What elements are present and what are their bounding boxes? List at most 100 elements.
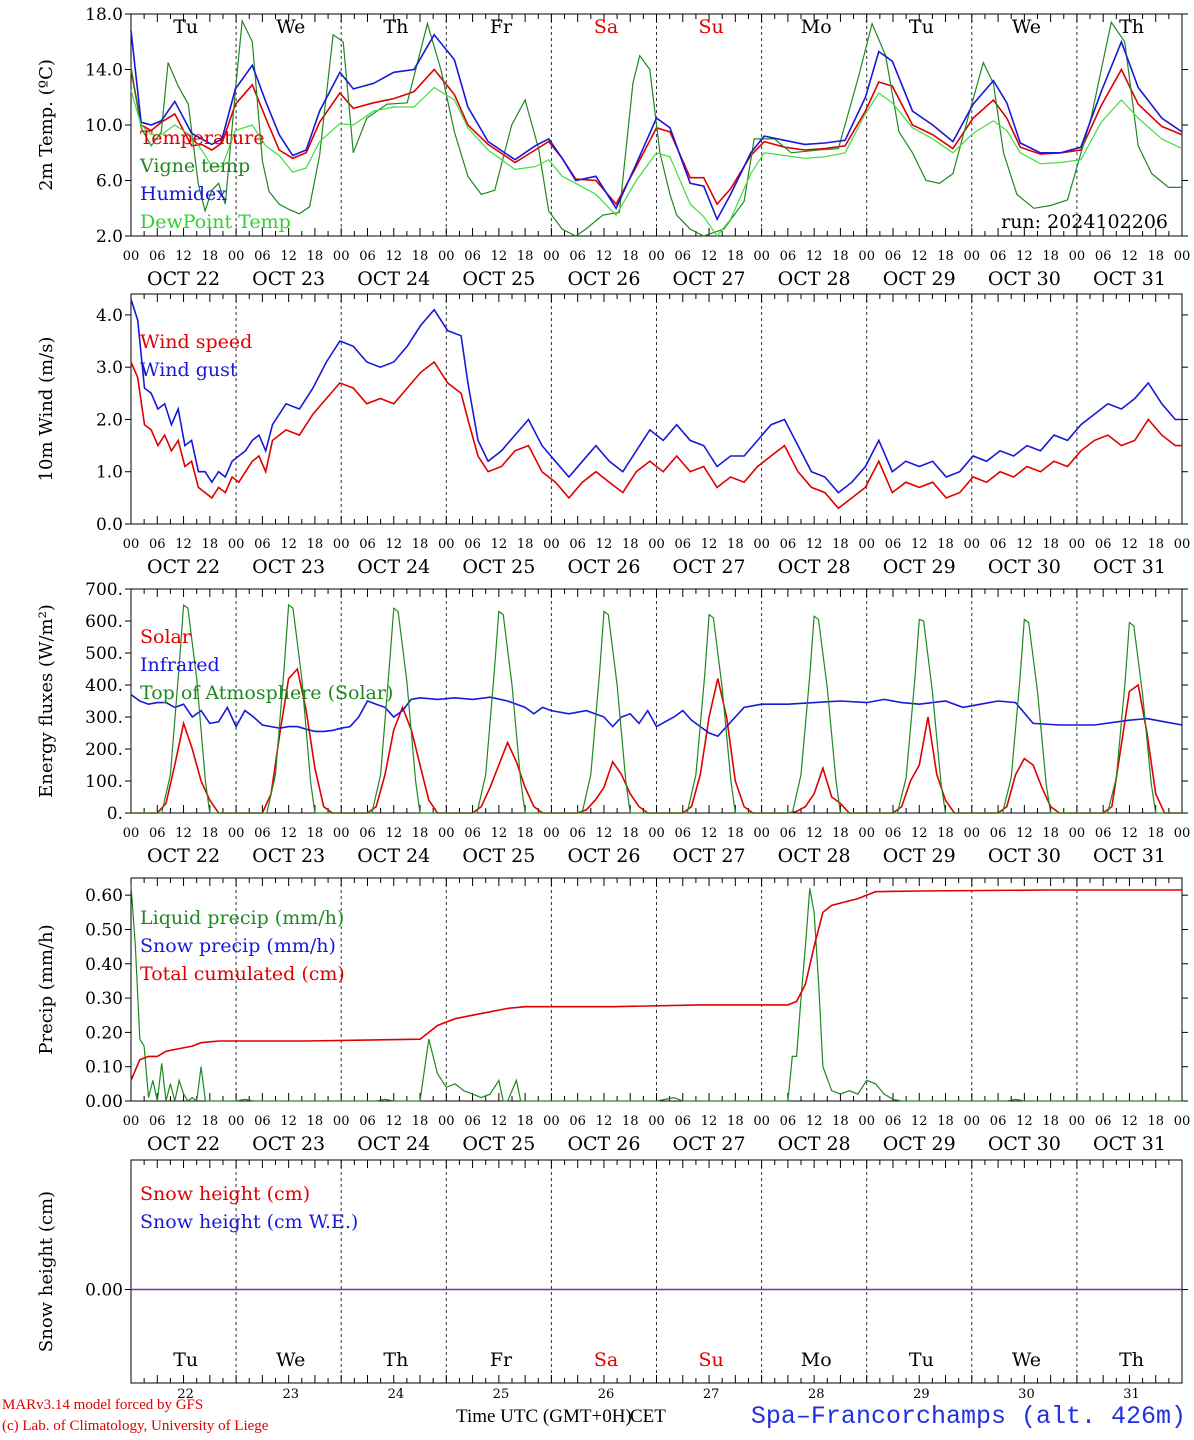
hour-label: 00: [858, 537, 875, 552]
model-credit: MARv3.14 model forced by GFS: [2, 1397, 204, 1413]
y-axis-title: 10m Wind (m/s): [36, 337, 57, 482]
hour-label: 12: [175, 826, 192, 841]
hour-label: 18: [1147, 826, 1164, 841]
hour-label: 06: [149, 1114, 166, 1129]
date-label: OCT 24: [357, 556, 430, 578]
hour-label: 00: [648, 249, 665, 264]
hour-label: 00: [333, 537, 350, 552]
hour-label: 00: [543, 826, 560, 841]
hour-label: 00: [228, 537, 245, 552]
hour-label: 00: [1069, 826, 1086, 841]
hour-label: 06: [780, 826, 797, 841]
y-tick-label: 10.0: [85, 116, 123, 136]
day-name: Th: [1119, 1349, 1144, 1371]
y-axis-title: Precip (mm/h): [36, 924, 57, 1054]
y-tick-label: 300.: [85, 708, 123, 728]
date-label: OCT 22: [147, 1133, 220, 1155]
hour-label: 06: [1095, 249, 1112, 264]
hour-label: 18: [727, 537, 744, 552]
hour-label: 00: [858, 249, 875, 264]
hour-label: 06: [359, 537, 376, 552]
y-tick-label: 0.: [107, 804, 123, 824]
run-label: run: 2024102206: [1001, 211, 1168, 233]
y-tick-label: 200.: [85, 740, 123, 760]
hour-label: 12: [491, 249, 508, 264]
hour-label: 12: [596, 249, 613, 264]
date-label: OCT 30: [988, 556, 1061, 578]
hour-label: 00: [333, 249, 350, 264]
day-name: Fr: [490, 16, 513, 38]
hour-label: 12: [911, 1114, 928, 1129]
hour-label: 18: [1147, 249, 1164, 264]
series-line: [130, 86, 1183, 238]
hour-label: 06: [464, 1114, 481, 1129]
hour-label: 00: [1174, 1114, 1191, 1129]
day-number: 24: [388, 1387, 405, 1402]
hour-label: 00: [543, 249, 560, 264]
hour-label: 18: [517, 826, 534, 841]
hour-label: 12: [806, 249, 823, 264]
hour-label: 18: [832, 249, 849, 264]
y-tick-label: 0.40: [85, 955, 123, 975]
y-tick-label: 0.0: [96, 515, 123, 535]
series-line: [130, 30, 1183, 222]
hour-label: 12: [1016, 537, 1033, 552]
hour-label: 12: [385, 1114, 402, 1129]
day-name: Su: [699, 1349, 724, 1371]
date-label: OCT 25: [462, 845, 535, 867]
day-name: Mo: [801, 16, 832, 38]
legend-entry: Temperature: [140, 127, 264, 149]
hour-label: 00: [964, 1114, 981, 1129]
hour-label: 12: [385, 249, 402, 264]
y-tick-label: 0.50: [85, 920, 123, 940]
hour-label: 18: [727, 826, 744, 841]
hour-label: 00: [1174, 537, 1191, 552]
date-label: OCT 28: [778, 268, 851, 290]
date-label: OCT 31: [1093, 268, 1166, 290]
hour-label: 06: [569, 826, 586, 841]
hour-label: 06: [990, 537, 1007, 552]
y-tick-label: 400.: [85, 676, 123, 696]
day-name: Sa: [594, 16, 618, 38]
hour-label: 06: [149, 826, 166, 841]
hour-label: 18: [937, 1114, 954, 1129]
hour-label: 12: [1121, 1114, 1138, 1129]
y-tick-label: 0.00: [85, 1281, 123, 1301]
hour-label: 00: [333, 1114, 350, 1129]
date-label: OCT 24: [357, 845, 430, 867]
hour-label: 18: [1042, 1114, 1059, 1129]
hour-label: 06: [464, 537, 481, 552]
day-number: 26: [598, 1387, 615, 1402]
legend-entry: Snow height (cm W.E.): [140, 1211, 358, 1233]
hour-label: 18: [622, 1114, 639, 1129]
date-label: OCT 22: [147, 556, 220, 578]
date-label: OCT 26: [567, 845, 640, 867]
hour-label: 06: [1095, 1114, 1112, 1129]
hour-label: 00: [543, 537, 560, 552]
hour-label: 06: [885, 537, 902, 552]
hour-label: 06: [254, 826, 271, 841]
legend-entry: Wind gust: [140, 359, 238, 381]
hour-label: 00: [1069, 249, 1086, 264]
legend-entry: Humidex: [140, 183, 227, 205]
day-name: Su: [699, 16, 724, 38]
hour-label: 06: [990, 249, 1007, 264]
hour-label: 12: [491, 826, 508, 841]
hour-label: 06: [885, 1114, 902, 1129]
y-axis-title: 2m Temp. (ºC): [36, 59, 57, 191]
hour-label: 12: [280, 537, 297, 552]
day-name: Th: [1119, 16, 1144, 38]
hour-label: 12: [701, 537, 718, 552]
hour-label: 00: [228, 826, 245, 841]
y-tick-label: 2.0: [96, 227, 123, 247]
hour-label: 18: [832, 1114, 849, 1129]
date-label: OCT 31: [1093, 556, 1166, 578]
date-label: OCT 25: [462, 556, 535, 578]
legend-entry: Snow height (cm): [140, 1183, 310, 1205]
y-tick-label: 0.30: [85, 989, 123, 1009]
y-axis-title: Energy fluxes (W/m²): [36, 604, 57, 798]
hour-label: 00: [543, 1114, 560, 1129]
hour-label: 18: [412, 1114, 429, 1129]
hour-label: 06: [149, 249, 166, 264]
